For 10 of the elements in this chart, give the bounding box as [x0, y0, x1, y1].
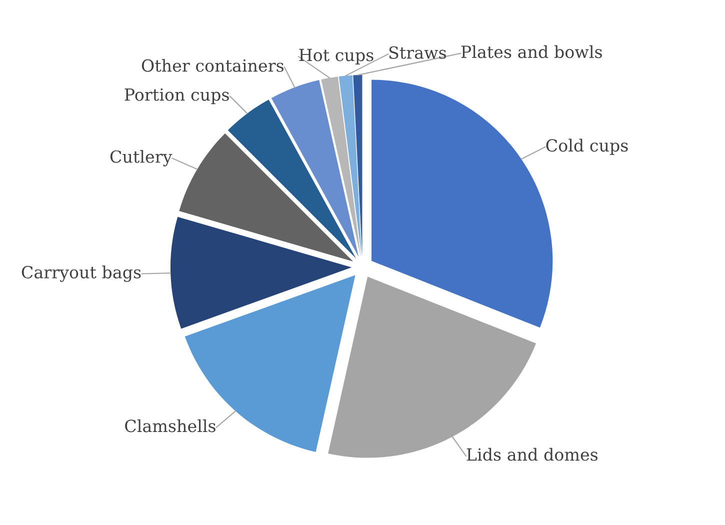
slice-label: Plates and bowls — [461, 45, 602, 58]
slice-label: Lids and domes — [466, 448, 598, 461]
slice-label: Cutlery — [110, 150, 172, 166]
slice-label: Hot cups — [299, 48, 374, 64]
slice-label: Portion cups — [124, 88, 229, 104]
slice-label: Cold cups — [546, 138, 628, 155]
slice-label: Carryout bags — [22, 266, 141, 282]
slice-label: Straws — [389, 46, 446, 59]
slice-label: Other containers — [142, 58, 284, 72]
slice-label: Clamshells — [125, 419, 216, 432]
